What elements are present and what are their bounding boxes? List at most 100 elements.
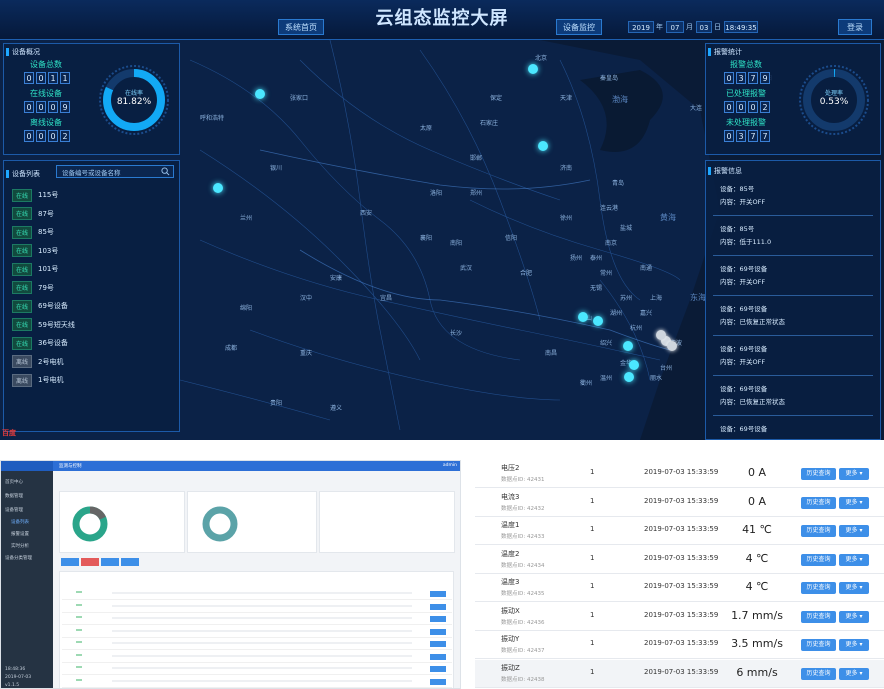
- toolbar-button[interactable]: [121, 558, 139, 566]
- device-list-item[interactable]: 在线 87号: [12, 207, 54, 221]
- history-button[interactable]: 历史查询: [801, 639, 836, 651]
- device-list-item[interactable]: 离线 2号电机: [12, 355, 63, 369]
- sidebar-item[interactable]: 首页中心: [5, 480, 23, 485]
- action-button[interactable]: [430, 616, 446, 622]
- history-button[interactable]: 历史查询: [801, 553, 836, 566]
- more-button[interactable]: 更多 ▾: [839, 496, 869, 509]
- toolbar-button[interactable]: [61, 558, 79, 566]
- city-label: 石家庄: [480, 119, 498, 127]
- device-marker[interactable]: [661, 336, 671, 346]
- table-row[interactable]: [62, 588, 452, 600]
- table-row[interactable]: [62, 638, 452, 650]
- point-id: 数据点ID: 42432: [501, 505, 545, 512]
- more-button[interactable]: 更多 ▾: [839, 468, 869, 480]
- device-marker[interactable]: [213, 183, 223, 193]
- device-marker[interactable]: [593, 316, 603, 326]
- action-button[interactable]: [430, 653, 446, 660]
- history-button[interactable]: 历史查询: [801, 496, 836, 509]
- device-list-item[interactable]: 在线 36号设备: [12, 336, 68, 350]
- sidebar-item[interactable]: 数据管理: [5, 494, 23, 499]
- table-row[interactable]: [62, 663, 452, 675]
- more-button[interactable]: 更多 ▾: [839, 553, 869, 566]
- device-list-item[interactable]: 在线 69号设备: [12, 299, 68, 313]
- table-row: 振动Z 数据点ID: 42438 1 2019-07-03 15:33:59 6…: [475, 659, 884, 688]
- device-marker[interactable]: [624, 372, 634, 382]
- sidebar-item[interactable]: 设备管理: [5, 508, 23, 513]
- nav-home-button[interactable]: 系统首页: [278, 19, 324, 35]
- user-name[interactable]: admin: [442, 463, 457, 468]
- device-list-item[interactable]: 在线 103号: [12, 244, 58, 258]
- device-list-item[interactable]: 离线 1号电机: [12, 373, 63, 387]
- table-row[interactable]: [62, 651, 452, 663]
- more-button[interactable]: 更多 ▾: [839, 639, 869, 651]
- table-row[interactable]: [62, 613, 452, 625]
- city-label: 郑州: [470, 189, 482, 197]
- point-count: 1: [590, 496, 595, 505]
- login-button[interactable]: 登录: [838, 19, 872, 35]
- more-button[interactable]: 更多 ▾: [839, 582, 869, 594]
- toolbar-button[interactable]: [81, 558, 99, 566]
- alarm-content: 内容：开关OFF: [720, 358, 766, 366]
- action-button[interactable]: [430, 628, 446, 635]
- more-button[interactable]: 更多 ▾: [839, 667, 869, 680]
- city-label: 泰州: [590, 254, 602, 262]
- more-label: 更多: [845, 470, 858, 477]
- history-button[interactable]: 历史查询: [801, 667, 836, 680]
- device-marker[interactable]: [578, 312, 588, 322]
- more-button[interactable]: 更多 ▾: [839, 525, 869, 537]
- device-marker[interactable]: [528, 64, 538, 74]
- more-button[interactable]: 更多 ▾: [839, 610, 869, 623]
- device-marker[interactable]: [656, 330, 666, 340]
- device-list-item[interactable]: 在线 115号: [12, 188, 58, 202]
- chevron-down-icon: ▾: [859, 584, 863, 591]
- action-button[interactable]: [430, 641, 446, 647]
- toolbar-button[interactable]: [101, 558, 119, 566]
- city-label: 合肥: [520, 269, 532, 277]
- history-button[interactable]: 历史查询: [801, 525, 836, 537]
- device-list-title: 设备列表: [6, 170, 40, 178]
- sidebar-subitem[interactable]: 设备列表: [11, 520, 29, 525]
- device-marker[interactable]: [667, 341, 677, 351]
- day-unit: 日: [714, 23, 721, 31]
- device-list-item[interactable]: 在线 79号: [12, 281, 54, 295]
- digit: 0: [724, 101, 734, 113]
- action-button[interactable]: [430, 666, 446, 672]
- device-marker[interactable]: [255, 89, 265, 99]
- history-button[interactable]: 历史查询: [801, 582, 836, 594]
- sidebar-subitem[interactable]: 报警设置: [11, 532, 29, 537]
- device-name: 2号电机: [38, 357, 64, 366]
- search-icon[interactable]: [161, 167, 170, 176]
- divider: [713, 215, 873, 216]
- chevron-down-icon: ▾: [859, 669, 863, 677]
- status-badge: 在线: [12, 225, 33, 239]
- point-name: 振动Z: [501, 663, 520, 672]
- nav-monitor-button[interactable]: 设备监控: [556, 19, 602, 35]
- alarm-device: 设备：69号设备: [720, 265, 768, 273]
- action-button[interactable]: [430, 591, 446, 597]
- action-button[interactable]: [430, 678, 446, 685]
- table-row[interactable]: [62, 601, 452, 613]
- device-search-input[interactable]: 设备编号或设备名称: [56, 165, 174, 178]
- table-row[interactable]: [62, 626, 452, 638]
- table-row[interactable]: [62, 676, 452, 688]
- device-list-item[interactable]: 在线 59号短天线: [12, 318, 75, 332]
- device-list-item[interactable]: 在线 101号: [12, 262, 58, 276]
- sidebar-subitem[interactable]: 实时分析: [11, 544, 29, 549]
- digit: 9: [760, 72, 770, 84]
- point-id: 数据点ID: 42431: [501, 477, 545, 483]
- action-button[interactable]: [430, 603, 446, 610]
- alarm-info-title: 报警信息: [708, 167, 742, 175]
- more-label: 更多: [845, 498, 858, 506]
- point-name: 振动X: [501, 606, 520, 615]
- city-label: 无锡: [590, 284, 602, 292]
- sidebar-item[interactable]: 设备分类管理: [5, 556, 32, 561]
- total-devices-label: 设备总数: [30, 60, 62, 69]
- history-button[interactable]: 历史查询: [801, 610, 836, 623]
- device-marker[interactable]: [538, 141, 548, 151]
- history-button[interactable]: 历史查询: [801, 468, 836, 480]
- device-marker[interactable]: [623, 341, 633, 351]
- device-marker[interactable]: [629, 360, 639, 370]
- device-list-item[interactable]: 在线 85号: [12, 225, 54, 239]
